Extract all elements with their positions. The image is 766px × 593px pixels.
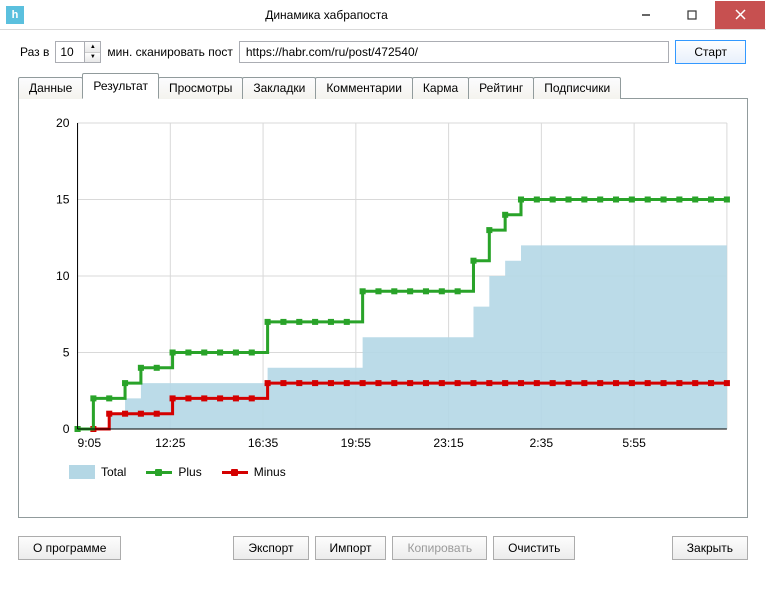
svg-text:10: 10 xyxy=(56,269,70,283)
app-icon: h xyxy=(0,0,30,30)
tab-комментарии[interactable]: Комментарии xyxy=(315,77,413,99)
legend-item-total: Total xyxy=(69,465,126,479)
svg-text:20: 20 xyxy=(56,116,70,130)
svg-text:12:25: 12:25 xyxy=(155,436,186,450)
chart-legend: Total Plus Minus xyxy=(29,459,737,479)
svg-text:5: 5 xyxy=(63,346,70,360)
window-title: Динамика хабрапоста xyxy=(30,8,623,22)
minimize-icon xyxy=(641,10,651,20)
close-dialog-button[interactable]: Закрыть xyxy=(672,536,748,560)
legend-label-plus: Plus xyxy=(178,465,201,479)
svg-text:16:35: 16:35 xyxy=(248,436,279,450)
svg-text:0: 0 xyxy=(63,422,70,436)
tab-panel-result: 0 5 10 15 20 9:05 12:25 16:35 19:55 23:15 2:35 5:55… xyxy=(18,98,748,518)
chart: 0 5 10 15 20 9:05 12:25 16:35 19:55 23:15 2:35 5:55 xyxy=(29,109,737,459)
clear-button[interactable]: Очистить xyxy=(493,536,575,560)
svg-text:15: 15 xyxy=(56,193,70,207)
tab-данные[interactable]: Данные xyxy=(18,77,83,99)
footer-bar: О программе Экспорт Импорт Копировать Оч… xyxy=(0,530,766,574)
svg-text:9:05: 9:05 xyxy=(78,436,102,450)
toolbar: Раз в ▲ ▼ мин. сканировать пост Старт xyxy=(0,30,766,72)
interval-prefix-label: Раз в xyxy=(20,45,49,59)
import-button[interactable]: Импорт xyxy=(315,536,387,560)
tab-рейтинг[interactable]: Рейтинг xyxy=(468,77,534,99)
maximize-button[interactable] xyxy=(669,1,715,29)
maximize-icon xyxy=(687,10,697,20)
minimize-button[interactable] xyxy=(623,1,669,29)
interval-input[interactable] xyxy=(56,42,84,62)
tab-просмотры[interactable]: Просмотры xyxy=(158,77,243,99)
export-button[interactable]: Экспорт xyxy=(233,536,308,560)
svg-text:2:35: 2:35 xyxy=(530,436,554,450)
svg-text:5:55: 5:55 xyxy=(622,436,646,450)
tab-подписчики[interactable]: Подписчики xyxy=(533,77,621,99)
copy-button: Копировать xyxy=(392,536,487,560)
legend-label-total: Total xyxy=(101,465,126,479)
legend-swatch-plus xyxy=(146,471,172,474)
tab-карма[interactable]: Карма xyxy=(412,77,469,99)
svg-text:23:15: 23:15 xyxy=(433,436,464,450)
legend-swatch-minus xyxy=(222,471,248,474)
legend-label-minus: Minus xyxy=(254,465,286,479)
window-titlebar: h Динамика хабрапоста xyxy=(0,0,766,30)
tabs-container: ДанныеРезультатПросмотрыЗакладкиКоммента… xyxy=(0,72,766,530)
svg-text:19:55: 19:55 xyxy=(341,436,372,450)
window-controls xyxy=(623,1,766,29)
legend-swatch-total xyxy=(69,465,95,479)
about-button[interactable]: О программе xyxy=(18,536,121,560)
url-input[interactable] xyxy=(239,41,670,63)
close-icon xyxy=(735,9,746,20)
tab-bar: ДанныеРезультатПросмотрыЗакладкиКоммента… xyxy=(18,72,748,98)
legend-item-plus: Plus xyxy=(146,465,201,479)
tab-результат[interactable]: Результат xyxy=(82,73,159,99)
app-icon-letter: h xyxy=(6,6,24,24)
tab-закладки[interactable]: Закладки xyxy=(242,77,316,99)
legend-item-minus: Minus xyxy=(222,465,286,479)
interval-suffix-label: мин. сканировать пост xyxy=(107,45,233,59)
start-button[interactable]: Старт xyxy=(675,40,746,64)
spinner-up-icon[interactable]: ▲ xyxy=(85,42,100,53)
spinner-down-icon[interactable]: ▼ xyxy=(85,53,100,63)
close-button[interactable] xyxy=(715,1,765,29)
interval-spinner[interactable]: ▲ ▼ xyxy=(55,41,101,63)
